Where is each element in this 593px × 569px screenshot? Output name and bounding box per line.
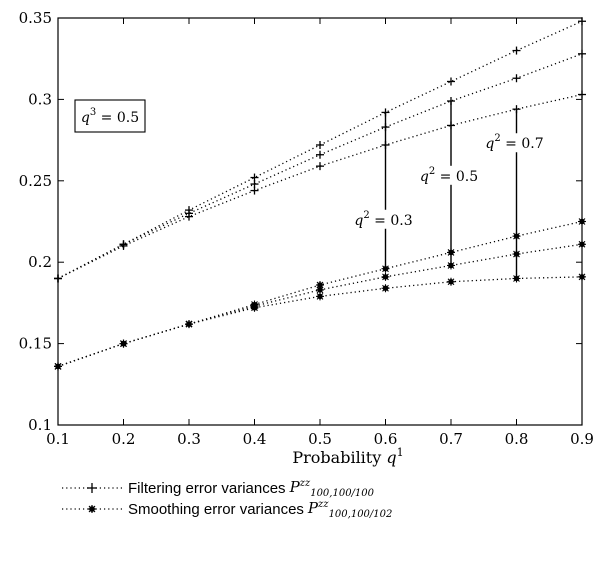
data-point-star xyxy=(381,264,390,273)
annotation-q2-1-bg xyxy=(417,165,481,185)
y-tick-label: 0.1 xyxy=(28,416,52,434)
data-point-star xyxy=(447,277,455,286)
legend-marker-star xyxy=(62,505,122,513)
marker-stroke xyxy=(251,304,258,312)
annotation-q2-2-bg xyxy=(483,133,546,153)
x-axis-label: Probability q1 xyxy=(292,446,403,467)
marker-stroke xyxy=(316,286,324,294)
marker-stroke xyxy=(578,273,586,281)
series-line-filtering-07 xyxy=(57,93,583,280)
data-point-star xyxy=(381,272,390,281)
x-tick-label: 0.7 xyxy=(439,430,463,448)
legend-label-filtering: Filtering error variances xyxy=(128,479,286,497)
data-point-plus xyxy=(381,108,390,117)
marker-stroke xyxy=(316,292,324,300)
data-point-star xyxy=(250,303,259,312)
data-point-star xyxy=(316,280,324,289)
x-tick-label: 0.9 xyxy=(570,430,593,448)
data-point-star xyxy=(381,284,390,293)
data-point-plus xyxy=(381,140,390,149)
data-point-star xyxy=(54,362,62,371)
series-line-smoothing-03 xyxy=(57,220,583,368)
y-tick-label: 0.3 xyxy=(28,90,52,108)
legend-label-smoothing: Smoothing error variances xyxy=(128,500,304,518)
marker-stroke xyxy=(447,262,455,269)
annotation-q2-2: q2 = 0.7 xyxy=(485,133,543,152)
x-tick-label: 0.8 xyxy=(505,430,529,448)
marker-stroke xyxy=(578,218,586,225)
data-point-plus xyxy=(119,241,128,250)
data-point-star xyxy=(185,320,193,329)
data-point-star xyxy=(578,217,586,226)
x-tick-label: 0.6 xyxy=(374,430,398,448)
marker-stroke xyxy=(54,363,62,370)
marker-stroke xyxy=(316,281,324,289)
data-point-plus xyxy=(578,17,586,26)
data-point-plus xyxy=(381,123,390,132)
plot-frame xyxy=(57,17,583,426)
marker-stroke xyxy=(120,340,127,347)
data-point-star xyxy=(578,240,586,249)
data-point-plus xyxy=(316,150,324,159)
marker-stroke xyxy=(578,240,586,248)
y-tick-label: 0.25 xyxy=(19,172,52,190)
data-point-star xyxy=(119,339,128,348)
legend-item-filtering: Filtering error variances Pzz100,100/100 xyxy=(62,477,582,499)
data-point-star xyxy=(316,292,324,301)
x-tick-label: 0.5 xyxy=(308,430,332,448)
data-point-star xyxy=(512,250,521,259)
y-tick-label: 0.2 xyxy=(28,253,52,271)
marker-stroke xyxy=(447,278,455,286)
q3-label: q3 = 0.5 xyxy=(81,107,139,126)
annotation-q2-1: q2 = 0.5 xyxy=(420,166,478,185)
data-point-plus xyxy=(512,74,521,83)
data-point-plus xyxy=(447,97,455,106)
marker-stroke xyxy=(185,320,193,328)
data-point-plus xyxy=(447,77,455,86)
data-point-plus xyxy=(185,212,193,221)
legend-item-smoothing: Smoothing error variances Pzz100,100/102 xyxy=(62,498,582,520)
data-point-star xyxy=(512,232,521,241)
x-tick-label: 0.2 xyxy=(112,430,136,448)
data-point-plus xyxy=(512,105,521,114)
marker-stroke xyxy=(382,273,389,281)
marker-stroke xyxy=(382,265,389,273)
y-tick-label: 0.35 xyxy=(19,9,52,27)
x-tick-label: 0.3 xyxy=(177,430,201,448)
marker-stroke xyxy=(447,249,455,256)
data-point-plus xyxy=(512,46,521,55)
marker-stroke xyxy=(513,275,520,282)
data-point-plus xyxy=(54,274,62,283)
annotation-q2-0-bg xyxy=(352,209,415,229)
data-point-star xyxy=(316,285,324,294)
data-point-plus xyxy=(578,90,586,99)
data-point-plus xyxy=(250,186,259,195)
x-tick-label: 0.1 xyxy=(46,430,70,448)
data-point-plus xyxy=(316,140,324,149)
data-point-plus xyxy=(447,121,455,130)
chart: 0.1 0.2 0.3 0.4 0.5 0.6 0.7 0.8 0.9 0.1 0.15 0.2 0.2… xyxy=(19,9,593,467)
marker-stroke xyxy=(513,232,520,240)
legend-math-filtering: Pzz100,100/100 xyxy=(289,477,375,499)
data-point-plus xyxy=(578,49,586,58)
legend-math-smoothing: Pzz100,100/102 xyxy=(307,498,393,520)
annotation-q2-0: q2 = 0.3 xyxy=(354,210,412,229)
x-tick-label: 0.4 xyxy=(243,430,267,448)
data-point-star xyxy=(447,248,455,257)
data-point-plus xyxy=(316,162,324,171)
series-line-smoothing-05 xyxy=(57,243,583,368)
data-point-star xyxy=(512,274,521,283)
marker-stroke xyxy=(382,284,389,292)
legend-marker-plus xyxy=(62,483,122,493)
q3-label-box xyxy=(74,99,146,133)
data-point-star xyxy=(447,261,455,270)
data-point-star xyxy=(578,272,586,281)
y-tick-label: 0.15 xyxy=(19,335,52,353)
marker-stroke xyxy=(513,250,520,258)
